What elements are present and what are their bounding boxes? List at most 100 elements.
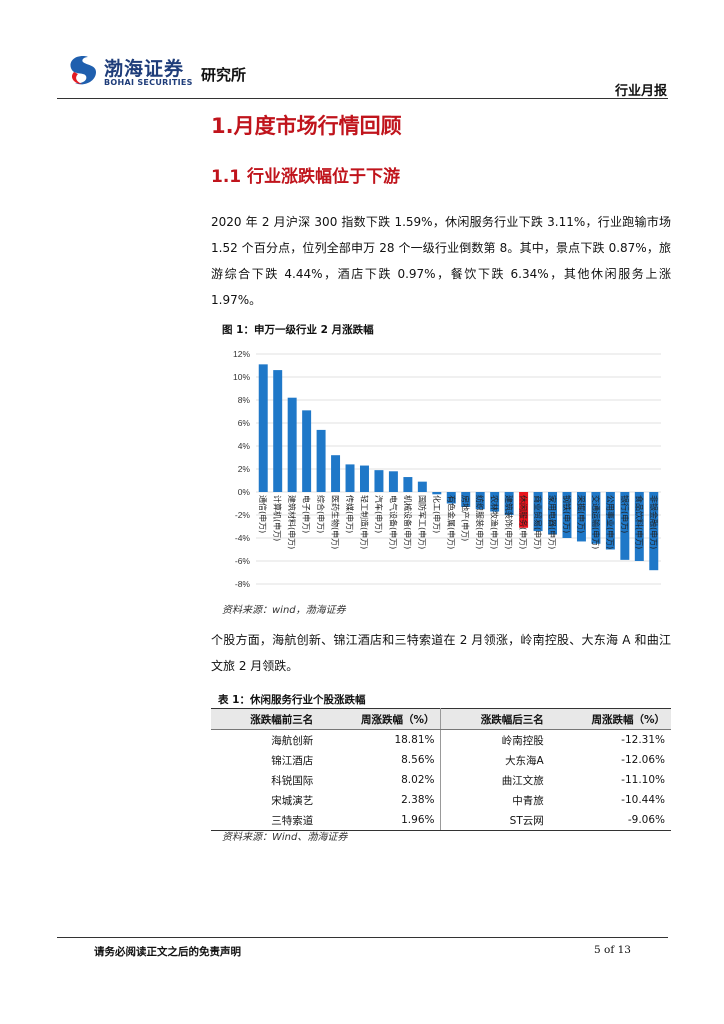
bottom-stock-change: -10.44%: [621, 794, 665, 806]
table-row: 海航创新 18.81% 岭南控股 -12.31%: [211, 729, 671, 750]
bar: [533, 492, 543, 532]
bottom-stock-change: -12.06%: [621, 754, 665, 766]
category-label: 休闲服务(申万): [519, 495, 529, 549]
table-header-cell: 涨跌幅前三名: [211, 708, 320, 730]
bottom-stock-change: -12.31%: [621, 734, 665, 746]
brand-name-en: BOHAI SECURITIES: [104, 78, 193, 87]
footer-divider: [57, 937, 668, 938]
top-stock-change: 8.02%: [319, 770, 442, 790]
category-label: 电气设备(申万): [388, 495, 398, 549]
bar: [620, 492, 630, 560]
bottom-stock-name: 中青旅: [512, 794, 544, 807]
footer-disclaimer: 请务必阅读正文之后的免责声明: [94, 946, 241, 958]
bar: [403, 477, 413, 492]
table-header-cell: 周涨跌幅（%）: [549, 708, 671, 730]
category-label: 采掘(申万): [576, 495, 586, 533]
top-stock-change: 1.96%: [319, 810, 442, 831]
category-label: 钢铁(申万): [562, 495, 572, 533]
bottom-stock-change: -11.10%: [621, 774, 665, 786]
bar: [273, 370, 283, 492]
bar: [388, 471, 398, 492]
bar: [417, 481, 427, 492]
y-tick-label: -8%: [235, 579, 251, 589]
category-label: 非银金融(申万): [649, 495, 659, 549]
category-label: 传媒(申万): [345, 495, 355, 533]
bar: [504, 492, 514, 515]
bar: [359, 465, 369, 492]
y-tick-label: 2%: [238, 464, 251, 474]
table-header-row: 涨跌幅前三名 周涨跌幅（%） 涨跌幅后三名 周涨跌幅（%）: [211, 708, 671, 730]
category-label: 纺织服装(申万): [475, 495, 485, 549]
category-label: 交通运输(申万): [591, 495, 601, 549]
category-label: 有色金属(申万): [446, 495, 456, 549]
y-tick-label: 0%: [238, 487, 251, 497]
bar: [562, 492, 572, 538]
industry-return-bar-chart: 12% 10% 8% 6% 4% 2% 0% -2% -4% -6% -8% 通信(申万) 计算机(申…: [233, 349, 661, 589]
table-row: 三特索道 1.96% ST云网 -9.06%: [211, 810, 671, 831]
y-tick-label: -2%: [235, 510, 251, 520]
table-source-note: 资料来源：Wind、渤海证券: [222, 832, 348, 843]
category-label: 机械设备(申万): [403, 495, 413, 549]
bar: [446, 492, 456, 504]
y-tick-label: 10%: [233, 372, 250, 382]
bar: [331, 455, 341, 492]
top-stock-name: 三特索道: [211, 810, 320, 831]
category-label: 汽车(申万): [374, 495, 384, 533]
section-heading: 1.月度市场行情回顾: [211, 114, 402, 138]
table-row: 科锐国际 8.02% 曲江文旅 -11.10%: [211, 770, 671, 790]
table-row: 锦江酒店 8.56% 大东海A -12.06%: [211, 750, 671, 770]
bar: [605, 492, 615, 550]
bar: [287, 397, 297, 492]
bottom-stock-name: 岭南控股: [501, 734, 544, 747]
top-stock-change: 18.81%: [319, 729, 442, 750]
stock-performance-table: 涨跌幅前三名 周涨跌幅（%） 涨跌幅后三名 周涨跌幅（%） 海航创新 18.81%…: [211, 708, 671, 831]
y-tick-label: 8%: [238, 395, 251, 405]
bar: [475, 492, 485, 510]
y-tick-label: 6%: [238, 418, 251, 428]
bohai-logo-icon: [70, 56, 96, 85]
report-type-label: 行业月报: [614, 84, 667, 99]
category-label: 综合(申万): [316, 495, 326, 533]
page-number: 5 of 13: [594, 944, 631, 956]
bar: [302, 410, 312, 492]
bar: [649, 492, 659, 571]
table-title: 表 1：休闲服务行业个股涨跌幅: [218, 694, 366, 706]
chart-category-labels: 通信(申万) 计算机(申万) 建筑材料(申万) 电子(申万) 综合(申万) 医药生物(申万…: [258, 495, 659, 549]
bar: [548, 492, 558, 535]
header-divider: [57, 98, 668, 99]
bottom-stock-name: 曲江文旅: [501, 774, 544, 787]
category-label: 公用事业(申万): [605, 495, 615, 549]
top-stock-name: 锦江酒店: [271, 754, 314, 767]
bar: [345, 464, 355, 492]
category-label: 国防军工(申万): [417, 495, 427, 549]
bar: [591, 492, 601, 544]
bottom-stock-name: ST云网: [440, 810, 550, 831]
bar: [634, 492, 644, 561]
category-label: 农林牧渔(申万): [490, 495, 500, 549]
category-label: 商业贸易(申万): [533, 495, 543, 549]
bottom-stock-change: -9.06%: [549, 810, 671, 831]
y-tick-label: -4%: [235, 533, 251, 543]
stock-review-paragraph: 个股方面，海航创新、锦江酒店和三特索道在 2 月领涨，岭南控股、大东海 A 和曲…: [211, 633, 671, 673]
bar: [316, 429, 326, 492]
chart-bars: [258, 364, 659, 571]
category-label: 计算机(申万): [273, 495, 283, 541]
category-label: 家用电器(申万): [548, 495, 558, 549]
category-label: 化工(申万): [432, 495, 442, 533]
bar: [490, 492, 500, 512]
subsection-heading: 1.1 行业涨跌幅位于下游: [211, 167, 401, 187]
category-label: 轻工制造(申万): [359, 495, 369, 549]
bar: [519, 492, 529, 528]
chart-y-ticks: 12% 10% 8% 6% 4% 2% 0% -2% -4% -6% -8%: [233, 349, 250, 589]
research-institute-label: 研究所: [201, 66, 247, 84]
category-label: 建筑材料(申万): [287, 495, 297, 549]
table-header-cell: 涨跌幅后三名: [440, 708, 550, 730]
bottom-stock-name: 大东海A: [505, 754, 544, 767]
bar: [461, 492, 471, 507]
brand-name-cn: 渤海证券: [104, 58, 185, 80]
category-label: 房地产(申万): [461, 495, 471, 541]
top-stock-name: 科锐国际: [271, 774, 314, 787]
category-label: 食品饮料(申万): [634, 495, 644, 549]
bar: [374, 470, 384, 492]
top-stock-name: 宋城演艺: [271, 794, 314, 807]
